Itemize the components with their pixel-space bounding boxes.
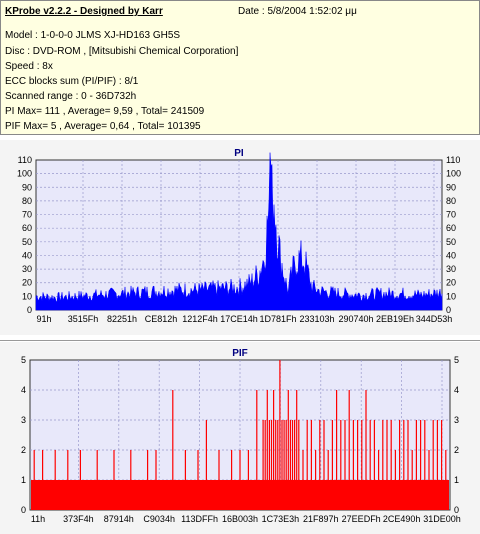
pif-xtick-label: 21F897h: [303, 514, 339, 524]
pi-ytick-right: 30: [446, 264, 456, 274]
pif-ytick-right: 3: [454, 415, 459, 425]
pif-title: PIF: [232, 348, 248, 359]
ecc-line: ECC blocks sum (PI/PIF) : 8/1: [5, 76, 139, 87]
pif-ytick-left: 1: [21, 475, 26, 485]
pi-ytick-left: 20: [22, 278, 32, 288]
pif-ytick-left: 0: [21, 505, 26, 515]
pif-ytick-left: 2: [21, 445, 26, 455]
pif-ytick-right: 2: [454, 445, 459, 455]
pi-ytick-left: 70: [22, 210, 32, 220]
pi-ytick-left: 60: [22, 223, 32, 233]
pif-ytick-left: 3: [21, 415, 26, 425]
pif-xtick-label: 2CE490h: [383, 514, 421, 524]
pi-ytick-right: 10: [446, 291, 456, 301]
pi-xtick-label: 17CE14h: [220, 314, 258, 324]
pi-ytick-left: 110: [18, 155, 32, 165]
pi-xtick-label: 1212F4h: [182, 314, 218, 324]
pi-ytick-left: 80: [22, 196, 32, 206]
pif-xtick-label: 1C73E3h: [262, 514, 300, 524]
pi-xtick-label: CE812h: [145, 314, 178, 324]
pi-stats-line: PI Max= 111 , Average= 9,59 , Total= 241…: [5, 106, 205, 117]
pi-ytick-right: 50: [446, 237, 456, 247]
pif-xtick-label: 27EEDFh: [342, 514, 381, 524]
pi-xtick-label: 344D53h: [416, 314, 453, 324]
pif-ytick-right: 0: [454, 505, 459, 515]
pif-xtick-label: 373F4h: [63, 514, 94, 524]
pi-series-area: [35, 152, 443, 311]
model-line: Model : 1-0-0-0 JLMS XJ-HD163 GH5S: [5, 30, 181, 41]
pif-ytick-left: 4: [21, 385, 26, 395]
pi-ytick-left: 30: [22, 264, 32, 274]
range-line: Scanned range : 0 - 36D732h: [5, 91, 137, 102]
disc-line: Disc : DVD-ROM , [Mitsubishi Chemical Co…: [5, 46, 239, 57]
pi-ytick-right: 0: [446, 305, 451, 315]
pi-ytick-left: 90: [22, 182, 32, 192]
pi-ytick-left: 40: [22, 250, 32, 260]
pi-title: PI: [234, 148, 244, 159]
pi-xtick-label: 3515Fh: [68, 314, 99, 324]
pif-chart: PIF 0 0 1 1 2 2 3 3 4 4 5 5 11h 373F4h 87914h C9034h 113D…: [0, 342, 480, 534]
pi-ytick-right: 90: [446, 182, 456, 192]
pi-xtick-label: 2EB19Eh: [376, 314, 414, 324]
pi-ytick-left: 50: [22, 237, 32, 247]
pi-ytick-right: 20: [446, 278, 456, 288]
pif-xtick-label: C9034h: [143, 514, 175, 524]
pif-ytick-right: 5: [454, 355, 459, 365]
pif-xtick-label: 87914h: [104, 514, 134, 524]
pi-chart: PI 0 0 10 10 20 20 30 30 40 40 50 50 60 60 70 70 80 80 90 90…: [0, 140, 480, 335]
pif-xtick-label: 31DE00h: [423, 514, 461, 524]
pi-ytick-right: 100: [446, 169, 461, 179]
pif-xtick-label: 113DFFh: [181, 514, 218, 524]
pif-stats-line: PIF Max= 5 , Average= 0,64 , Total= 1013…: [5, 121, 201, 132]
pi-ytick-left: 0: [27, 305, 32, 315]
pi-ytick-right: 70: [446, 210, 456, 220]
speed-line: Speed : 8x: [5, 61, 53, 72]
pi-ytick-right: 60: [446, 223, 456, 233]
pif-ytick-left: 5: [21, 355, 26, 365]
pi-ytick-right: 110: [446, 155, 460, 165]
pi-ytick-right: 80: [446, 196, 456, 206]
pif-xtick-label: 11h: [31, 514, 45, 524]
pi-xtick-label: 1D781Fh: [259, 314, 296, 324]
pi-xtick-label: 290740h: [338, 314, 373, 324]
pi-ytick-left: 100: [17, 169, 32, 179]
pif-xtick-label: 16B003h: [222, 514, 258, 524]
info-panel: KProbe v2.2.2 - Designed by Karr Date : …: [0, 0, 480, 135]
pif-ytick-right: 4: [454, 385, 459, 395]
pi-xtick-label: 91h: [36, 314, 51, 324]
pi-xtick-label: 82251h: [107, 314, 137, 324]
chart-separator: [0, 340, 480, 341]
pi-ytick-right: 40: [446, 250, 456, 260]
pif-ytick-right: 1: [454, 475, 459, 485]
pi-ytick-left: 10: [22, 291, 32, 301]
scan-date: Date : 5/8/2004 1:52:02 μμ: [238, 6, 357, 17]
pi-plot-area: [35, 159, 443, 311]
app-title: KProbe v2.2.2 - Designed by Karr: [5, 6, 163, 17]
pi-xtick-label: 233103h: [299, 314, 334, 324]
